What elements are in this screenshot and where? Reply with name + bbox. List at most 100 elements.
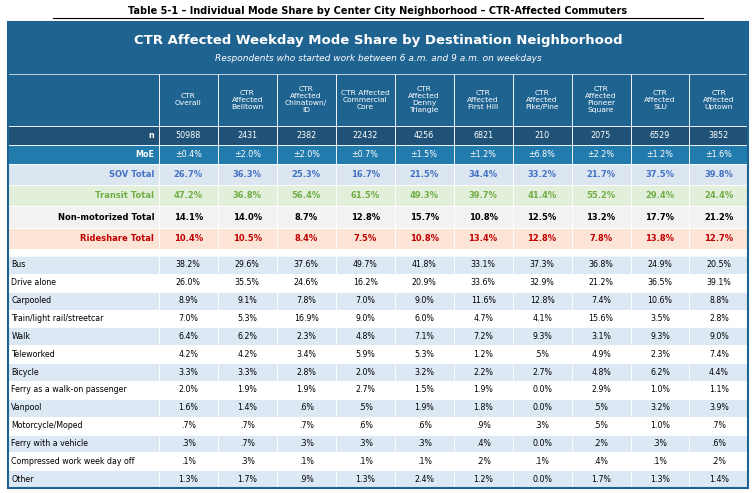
Text: 37.6%: 37.6% (294, 260, 318, 269)
Text: 20.5%: 20.5% (707, 260, 731, 269)
Text: Drive alone: Drive alone (11, 278, 57, 287)
Text: 15.6%: 15.6% (589, 314, 613, 323)
Text: 210: 210 (534, 131, 550, 140)
Text: CTR Affected
Commercial
Core: CTR Affected Commercial Core (341, 90, 389, 110)
Text: 50988: 50988 (175, 131, 201, 140)
Text: 1.5%: 1.5% (414, 386, 434, 394)
Text: 14.1%: 14.1% (174, 212, 203, 222)
Text: 0.0%: 0.0% (532, 439, 552, 448)
Text: 7.0%: 7.0% (355, 296, 375, 305)
Text: 36.8%: 36.8% (589, 260, 613, 269)
Text: 0.0%: 0.0% (532, 475, 552, 484)
Text: 13.2%: 13.2% (587, 212, 615, 222)
Text: 4.8%: 4.8% (591, 367, 611, 377)
Text: 2.0%: 2.0% (178, 386, 198, 394)
Text: 36.8%: 36.8% (233, 191, 262, 200)
Text: .2%: .2% (711, 457, 727, 466)
Text: .4%: .4% (593, 457, 609, 466)
Text: .7%: .7% (299, 421, 314, 430)
Text: 1.7%: 1.7% (237, 475, 257, 484)
Text: .1%: .1% (299, 457, 314, 466)
Text: 6.2%: 6.2% (237, 332, 257, 341)
Text: CTR
Affected
Uptown: CTR Affected Uptown (703, 90, 735, 110)
Text: Train/light rail/streetcar: Train/light rail/streetcar (11, 314, 104, 323)
Text: ±2.2%: ±2.2% (587, 150, 615, 159)
Text: 5.3%: 5.3% (237, 314, 257, 323)
Text: 5.3%: 5.3% (414, 350, 434, 359)
Text: 1.8%: 1.8% (473, 403, 493, 412)
Text: 4.1%: 4.1% (532, 314, 552, 323)
Text: 1.6%: 1.6% (178, 403, 198, 412)
Text: 26.7%: 26.7% (174, 170, 203, 179)
Text: CTR
Affected
Denny
Triangle: CTR Affected Denny Triangle (408, 86, 440, 113)
Text: .3%: .3% (299, 439, 314, 448)
Text: .3%: .3% (652, 439, 668, 448)
Text: SOV Total: SOV Total (109, 170, 154, 179)
Text: 1.9%: 1.9% (237, 386, 257, 394)
Text: 2.0%: 2.0% (355, 367, 375, 377)
Text: 24.9%: 24.9% (648, 260, 672, 269)
Text: .6%: .6% (417, 421, 432, 430)
Text: 36.5%: 36.5% (648, 278, 672, 287)
Text: CTR
Affected
Belltown: CTR Affected Belltown (231, 90, 263, 110)
Text: 29.6%: 29.6% (235, 260, 259, 269)
Text: 41.8%: 41.8% (412, 260, 436, 269)
Text: Ferry with a vehicle: Ferry with a vehicle (11, 439, 88, 448)
Text: .5%: .5% (534, 350, 550, 359)
Text: .2%: .2% (593, 439, 609, 448)
Text: 4.9%: 4.9% (591, 350, 611, 359)
Text: .7%: .7% (240, 421, 255, 430)
Text: Bicycle: Bicycle (11, 367, 39, 377)
Text: 10.8%: 10.8% (410, 234, 438, 243)
Text: 10.8%: 10.8% (469, 212, 497, 222)
Text: Teleworked: Teleworked (11, 350, 55, 359)
Text: 2.7%: 2.7% (355, 386, 375, 394)
Text: 21.2%: 21.2% (705, 212, 733, 222)
Text: 1.2%: 1.2% (473, 475, 493, 484)
Text: 1.4%: 1.4% (709, 475, 729, 484)
Text: Motorcycle/Moped: Motorcycle/Moped (11, 421, 83, 430)
Text: 3.5%: 3.5% (650, 314, 670, 323)
Text: 3.1%: 3.1% (591, 332, 611, 341)
Text: 4256: 4256 (414, 131, 434, 140)
Text: .1%: .1% (652, 457, 668, 466)
Text: CTR
Affected
Pike/Pine: CTR Affected Pike/Pine (525, 90, 559, 110)
Text: 13.8%: 13.8% (646, 234, 674, 243)
Text: 1.9%: 1.9% (296, 386, 316, 394)
Text: 7.8%: 7.8% (296, 296, 316, 305)
Text: 1.0%: 1.0% (650, 386, 670, 394)
Text: .9%: .9% (299, 475, 314, 484)
Text: .5%: .5% (593, 403, 609, 412)
Text: 15.7%: 15.7% (410, 212, 438, 222)
Text: 20.9%: 20.9% (412, 278, 436, 287)
Text: Carpooled: Carpooled (11, 296, 51, 305)
Text: 4.2%: 4.2% (237, 350, 257, 359)
Text: ±6.8%: ±6.8% (528, 150, 556, 159)
Text: 22432: 22432 (352, 131, 378, 140)
Text: 7.4%: 7.4% (709, 350, 729, 359)
Text: .1%: .1% (358, 457, 373, 466)
Text: .3%: .3% (240, 457, 255, 466)
Text: .7%: .7% (711, 421, 727, 430)
Text: ±0.4%: ±0.4% (175, 150, 202, 159)
Text: .4%: .4% (476, 439, 491, 448)
Text: CTR
Affected
Pioneer
Square: CTR Affected Pioneer Square (585, 86, 617, 113)
Text: .5%: .5% (358, 403, 373, 412)
Text: 2.8%: 2.8% (296, 367, 316, 377)
Text: 7.1%: 7.1% (414, 332, 434, 341)
Text: .3%: .3% (534, 421, 550, 430)
Text: 5.9%: 5.9% (355, 350, 375, 359)
Text: ±1.2%: ±1.2% (646, 150, 674, 159)
Text: Transit Total: Transit Total (95, 191, 154, 200)
Text: 37.3%: 37.3% (530, 260, 554, 269)
Text: .6%: .6% (358, 421, 373, 430)
Text: 12.8%: 12.8% (530, 296, 554, 305)
Text: 32.9%: 32.9% (530, 278, 554, 287)
Text: 2.3%: 2.3% (296, 332, 316, 341)
Text: 39.8%: 39.8% (705, 170, 733, 179)
Text: 9.0%: 9.0% (414, 296, 434, 305)
Text: 1.1%: 1.1% (709, 386, 729, 394)
Text: 10.4%: 10.4% (174, 234, 203, 243)
Text: .6%: .6% (711, 439, 727, 448)
Text: 10.5%: 10.5% (233, 234, 262, 243)
